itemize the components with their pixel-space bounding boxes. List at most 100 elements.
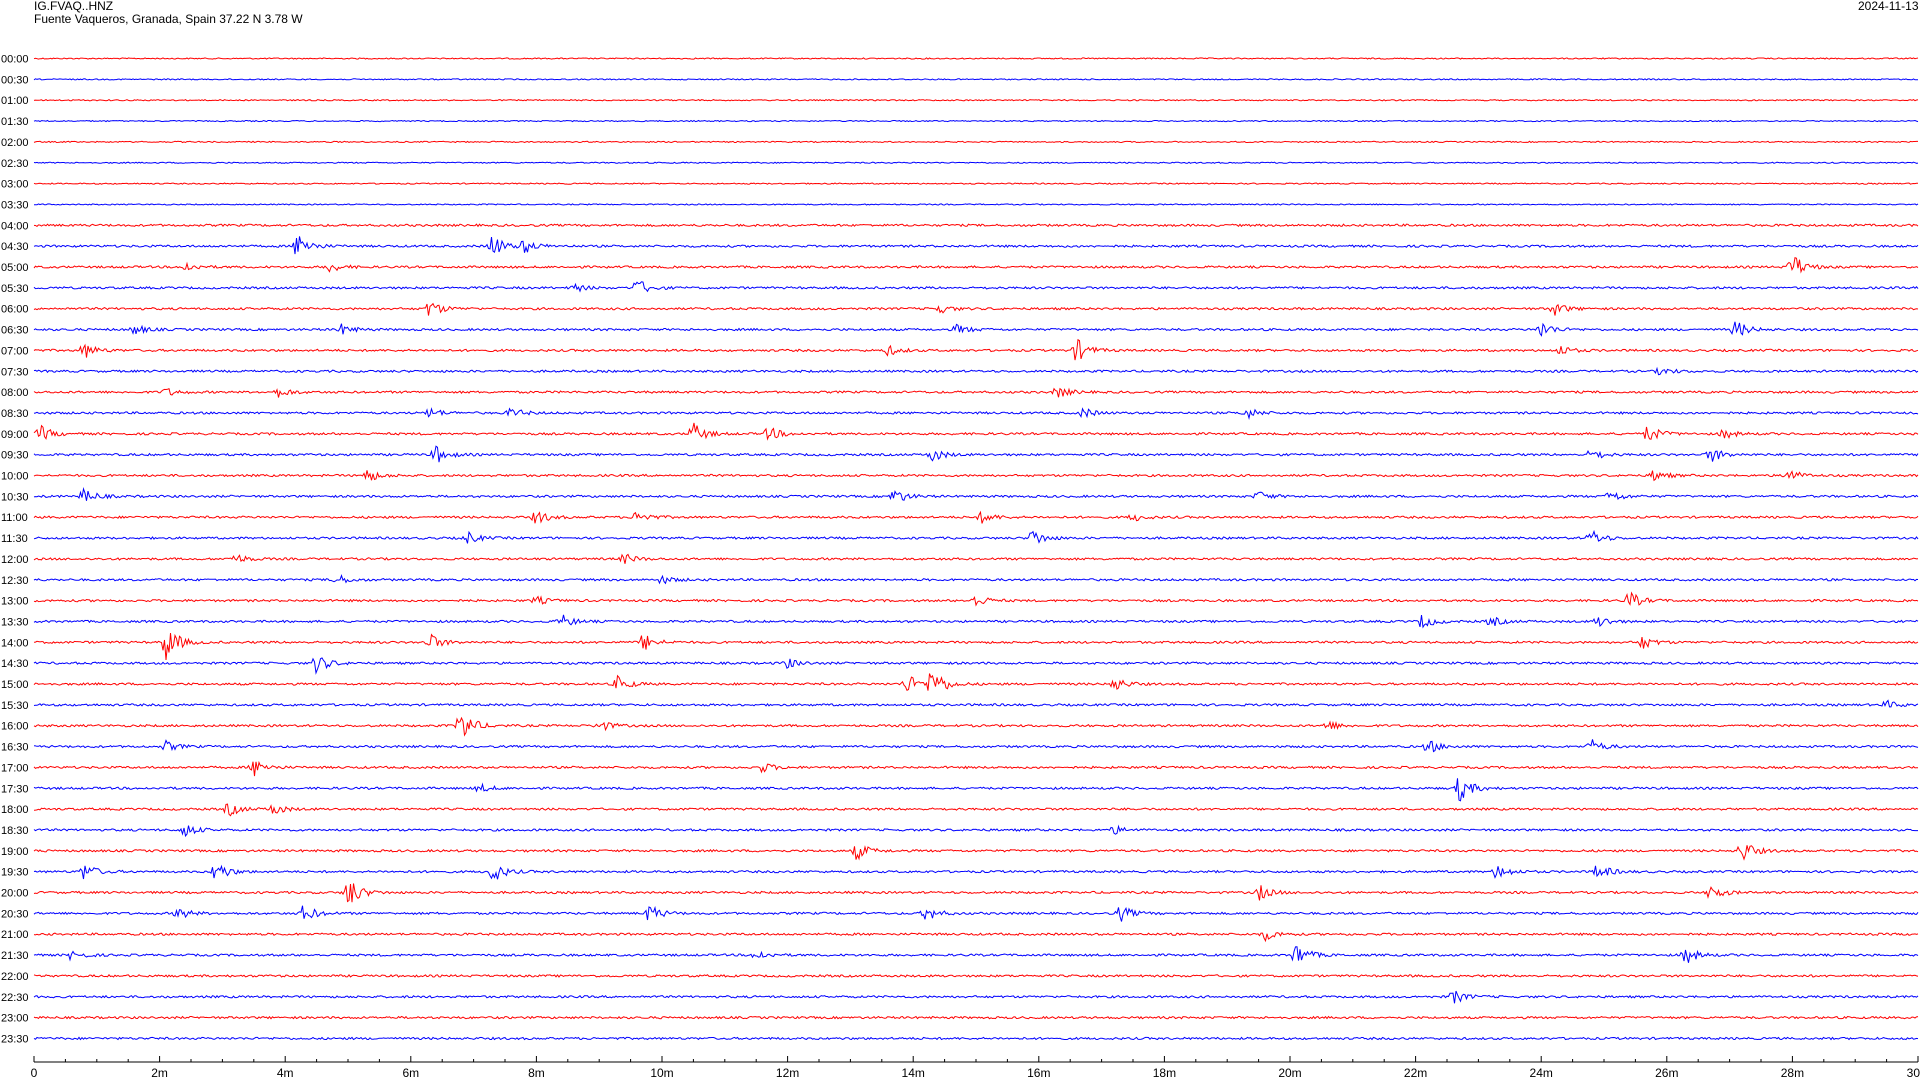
x-tick-label: 6m — [402, 1066, 419, 1080]
trace-row-00-00 — [33, 57, 1919, 60]
row-time-label: 09:00 — [1, 429, 29, 441]
row-time-label: 16:30 — [1, 742, 29, 754]
station-code: IG.FVAQ..HNZ — [34, 0, 114, 13]
trace-row-16-30 — [33, 739, 1919, 753]
row-time-label: 22:30 — [1, 992, 29, 1004]
row-time-label: 18:00 — [1, 804, 29, 816]
row-time-label: 11:30 — [1, 533, 28, 545]
trace-row-11-00 — [33, 510, 1919, 524]
trace-row-16-00 — [33, 716, 1919, 737]
x-tick-label: 28m — [1781, 1066, 1804, 1080]
row-time-label: 19:00 — [1, 846, 29, 858]
row-time-label: 21:00 — [1, 929, 29, 941]
row-time-label: 12:00 — [1, 554, 29, 566]
trace-row-20-30 — [33, 905, 1919, 922]
trace-row-12-00 — [33, 553, 1919, 564]
x-tick-label: 16m — [1027, 1066, 1050, 1080]
row-time-label: 01:00 — [1, 95, 29, 107]
x-tick-label: 14m — [902, 1066, 925, 1080]
trace-row-00-30 — [33, 78, 1919, 81]
row-time-label: 08:00 — [1, 387, 29, 399]
trace-row-11-30 — [33, 529, 1919, 544]
trace-row-07-00 — [33, 338, 1919, 361]
row-time-label: 10:00 — [1, 471, 29, 483]
row-time-label: 05:00 — [1, 262, 29, 274]
row-time-label: 22:00 — [1, 971, 29, 983]
trace-row-17-30 — [33, 778, 1919, 802]
x-tick-label: 10m — [650, 1066, 673, 1080]
trace-row-02-00 — [33, 140, 1918, 144]
row-time-label: 21:30 — [1, 950, 29, 962]
row-time-label: 23:30 — [1, 1034, 29, 1046]
trace-row-10-30 — [33, 486, 1919, 501]
trace-row-15-30 — [33, 699, 1919, 708]
row-time-label: 04:00 — [1, 220, 29, 232]
row-time-label: 23:00 — [1, 1013, 29, 1025]
trace-group — [33, 57, 1919, 1041]
x-axis: 0 2m 4m 6m 8m 10m 12m 14m 16m 18m 20m 22m 24m 26m 28m 3… — [31, 1056, 1920, 1080]
trace-row-13-30 — [33, 614, 1919, 629]
trace-row-14-30 — [33, 657, 1919, 675]
row-time-label: 11:00 — [1, 512, 28, 524]
trace-row-18-00 — [33, 803, 1919, 817]
trace-row-06-00 — [33, 302, 1919, 316]
trace-row-08-00 — [33, 387, 1919, 398]
x-tick-label: 22m — [1404, 1066, 1427, 1080]
row-time-label: 02:00 — [1, 137, 29, 149]
row-time-label: 05:30 — [1, 283, 29, 295]
trace-row-17-00 — [33, 760, 1918, 777]
row-label-group: 00:00 00:30 01:00 01:30 02:00 02:30 03:00 03:30… — [1, 54, 29, 1046]
trace-row-23-30 — [33, 1036, 1919, 1041]
trace-row-22-00 — [33, 973, 1919, 978]
trace-row-03-00 — [33, 182, 1918, 185]
trace-row-09-00 — [33, 422, 1919, 441]
row-time-label: 07:30 — [1, 366, 29, 378]
row-time-label: 13:30 — [1, 617, 29, 629]
trace-row-04-30 — [33, 236, 1919, 255]
row-time-label: 00:30 — [1, 74, 29, 86]
trace-row-01-30 — [33, 119, 1919, 123]
trace-row-01-00 — [33, 99, 1919, 102]
trace-row-03-30 — [34, 203, 1919, 206]
row-time-label: 19:30 — [1, 867, 29, 879]
x-tick-label: 4m — [277, 1066, 294, 1080]
trace-row-10-00 — [33, 470, 1919, 482]
x-tick-label: 26m — [1655, 1066, 1678, 1080]
row-time-label: 03:00 — [1, 179, 29, 191]
trace-row-13-00 — [33, 591, 1919, 607]
row-time-label: 06:30 — [1, 325, 29, 337]
x-tick-label: 12m — [776, 1066, 799, 1080]
trace-row-22-30 — [33, 990, 1919, 1004]
row-time-label: 08:30 — [1, 408, 29, 420]
trace-row-23-00 — [33, 1015, 1919, 1020]
trace-row-18-30 — [33, 824, 1918, 838]
row-time-label: 03:30 — [1, 200, 29, 212]
station-location: Fuente Vaqueros, Granada, Spain 37.22 N … — [34, 12, 303, 26]
trace-row-09-30 — [33, 445, 1919, 463]
trace-row-15-00 — [33, 673, 1919, 691]
row-time-label: 07:00 — [1, 345, 29, 357]
row-time-label: 16:00 — [1, 721, 29, 733]
trace-row-07-30 — [33, 366, 1919, 376]
trace-row-02-30 — [33, 161, 1919, 164]
row-time-label: 06:00 — [1, 304, 29, 316]
trace-row-19-00 — [33, 845, 1919, 861]
x-tick-label: 30 — [1907, 1066, 1920, 1080]
row-time-label: 20:30 — [1, 908, 29, 920]
trace-row-04-00 — [33, 223, 1919, 228]
row-time-label: 09:30 — [1, 450, 29, 462]
record-date: 2024-11-13 — [1858, 0, 1919, 13]
trace-row-19-30 — [33, 864, 1919, 880]
row-time-label: 12:30 — [1, 575, 29, 587]
row-time-label: 01:30 — [1, 116, 29, 128]
row-time-label: 04:30 — [1, 241, 29, 253]
trace-row-14-00 — [33, 632, 1919, 660]
row-time-label: 20:00 — [1, 888, 29, 900]
row-time-label: 17:00 — [1, 762, 29, 774]
row-time-label: 14:30 — [1, 658, 29, 670]
x-tick-label: 8m — [528, 1066, 545, 1080]
row-time-label: 15:30 — [1, 700, 29, 712]
row-time-label: 15:00 — [1, 679, 29, 691]
trace-row-05-00 — [33, 257, 1919, 274]
